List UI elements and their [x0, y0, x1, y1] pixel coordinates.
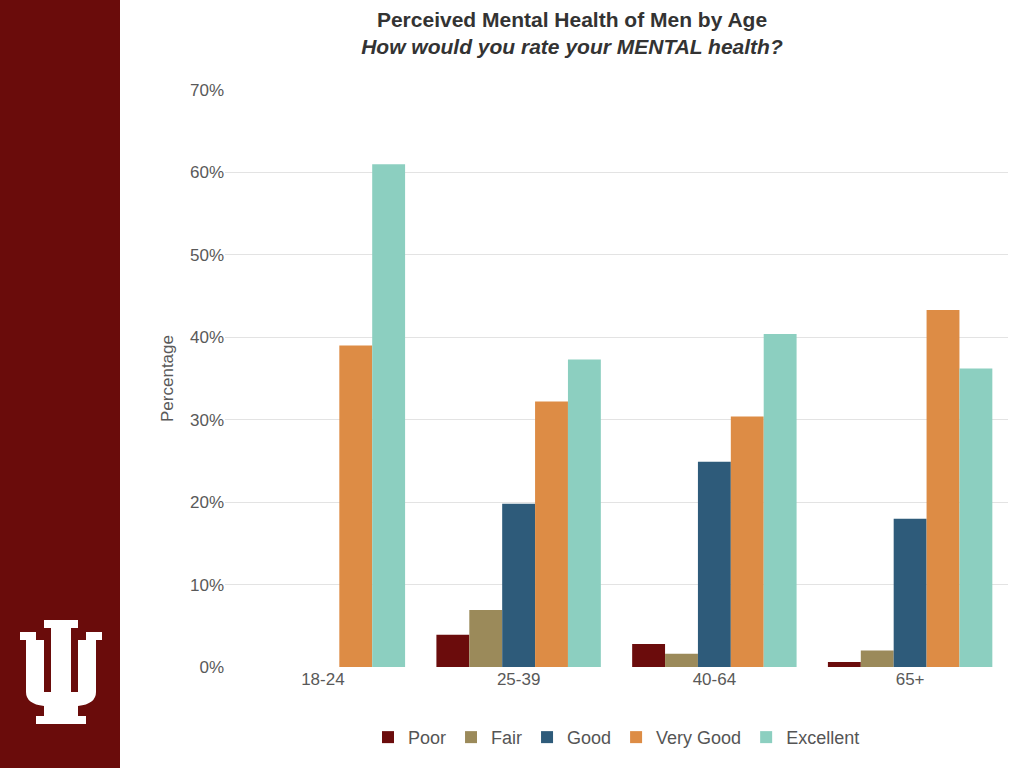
svg-text:40-64: 40-64 [693, 670, 736, 689]
svg-text:Perceived Mental Health of Men: Perceived Mental Health of Men by AgeHow… [361, 8, 783, 58]
svg-text:65+: 65+ [896, 670, 925, 689]
svg-text:0%: 0% [199, 658, 224, 677]
svg-text:50%: 50% [190, 246, 224, 265]
svg-text:40%: 40% [190, 328, 224, 347]
svg-text:Excellent: Excellent [786, 728, 859, 748]
svg-text:Poor: Poor [408, 728, 446, 748]
svg-text:Percentage: Percentage [158, 335, 177, 422]
svg-text:70%: 70% [190, 81, 224, 100]
svg-text:10%: 10% [190, 576, 224, 595]
svg-text:60%: 60% [190, 163, 224, 182]
svg-text:Very Good: Very Good [656, 728, 741, 748]
svg-text:18-24: 18-24 [301, 670, 344, 689]
svg-text:30%: 30% [190, 411, 224, 430]
svg-text:Good: Good [567, 728, 611, 748]
svg-text:25-39: 25-39 [497, 670, 540, 689]
svg-text:20%: 20% [190, 493, 224, 512]
svg-text:Fair: Fair [491, 728, 522, 748]
